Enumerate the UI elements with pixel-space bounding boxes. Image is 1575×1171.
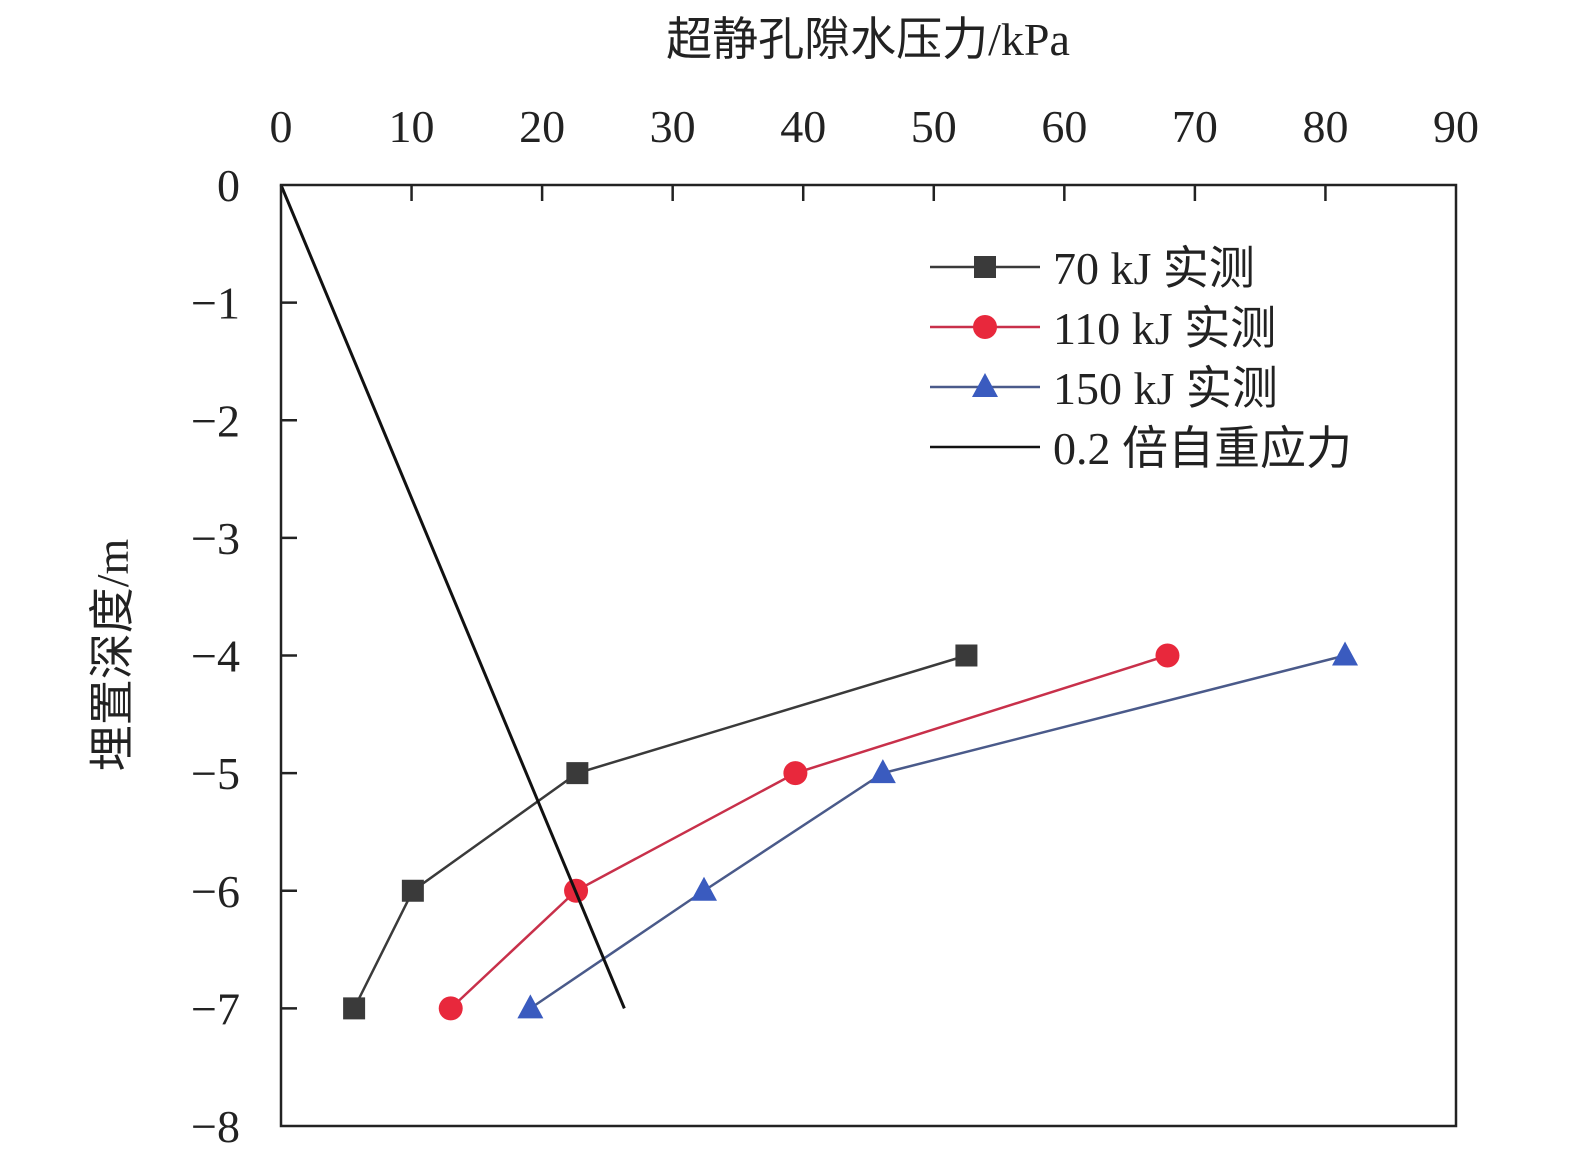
legend-label: 70 kJ 实测 bbox=[1053, 243, 1255, 294]
y-tick-label: −8 bbox=[191, 1101, 240, 1152]
square-marker bbox=[955, 644, 978, 667]
y-axis-title: 埋置深度/m bbox=[87, 539, 138, 772]
circle-marker bbox=[1155, 643, 1180, 668]
square-marker bbox=[343, 997, 366, 1020]
x-axis-title: 超静孔隙水压力/kPa bbox=[666, 14, 1070, 65]
legend-item: 0.2 倍自重应力 bbox=[930, 423, 1352, 474]
y-tick-label: −3 bbox=[191, 513, 240, 564]
x-tick-label: 60 bbox=[1041, 101, 1087, 152]
series-line bbox=[529, 654, 1346, 1010]
x-tick-label: 10 bbox=[389, 101, 435, 152]
x-tick-label: 70 bbox=[1172, 101, 1218, 152]
y-tick-label: 0 bbox=[217, 160, 240, 211]
triangle-marker bbox=[972, 373, 998, 397]
legend-item: 110 kJ 实测 bbox=[930, 303, 1276, 354]
circle-marker bbox=[973, 315, 997, 339]
series-line bbox=[352, 654, 967, 1009]
series-line bbox=[449, 654, 1168, 1010]
series-3 bbox=[279, 184, 626, 1009]
x-tick-label: 30 bbox=[650, 101, 696, 152]
x-tick-label: 50 bbox=[911, 101, 957, 152]
legend-label: 110 kJ 实测 bbox=[1053, 303, 1276, 354]
square-marker bbox=[401, 879, 424, 902]
legend-label: 150 kJ 实测 bbox=[1053, 363, 1278, 414]
legend-item: 150 kJ 实测 bbox=[930, 363, 1278, 414]
y-tick-label: −7 bbox=[191, 983, 240, 1034]
x-tick-label: 20 bbox=[519, 101, 565, 152]
plot-frame bbox=[279, 183, 1458, 1128]
series-0 bbox=[343, 644, 978, 1020]
x-tick-label: 90 bbox=[1433, 101, 1479, 152]
y-tick-label: −5 bbox=[191, 748, 240, 799]
series-1 bbox=[438, 643, 1180, 1021]
x-tick-label: 80 bbox=[1302, 101, 1348, 152]
square-marker bbox=[566, 762, 589, 785]
y-tick-label: −4 bbox=[191, 631, 240, 682]
series-line bbox=[279, 184, 626, 1009]
legend-label: 0.2 倍自重应力 bbox=[1053, 423, 1352, 474]
y-tick-label: −6 bbox=[191, 866, 240, 917]
x-tick-label: 0 bbox=[270, 101, 293, 152]
triangle-marker bbox=[691, 876, 717, 901]
series-2 bbox=[517, 641, 1359, 1019]
square-marker bbox=[974, 256, 996, 278]
y-tick-label: −2 bbox=[191, 395, 240, 446]
x-tick-label: 40 bbox=[780, 101, 826, 152]
legend-item: 70 kJ 实测 bbox=[930, 243, 1255, 294]
circle-marker bbox=[438, 996, 463, 1021]
y-tick-label: −1 bbox=[191, 278, 240, 329]
legend: 70 kJ 实测 110 kJ 实测 150 kJ 实测 0.2 倍自重应力 bbox=[930, 243, 1352, 474]
triangle-marker bbox=[517, 994, 544, 1019]
triangle-marker bbox=[1332, 641, 1359, 666]
circle-marker bbox=[783, 761, 808, 786]
triangle-marker bbox=[869, 759, 896, 784]
